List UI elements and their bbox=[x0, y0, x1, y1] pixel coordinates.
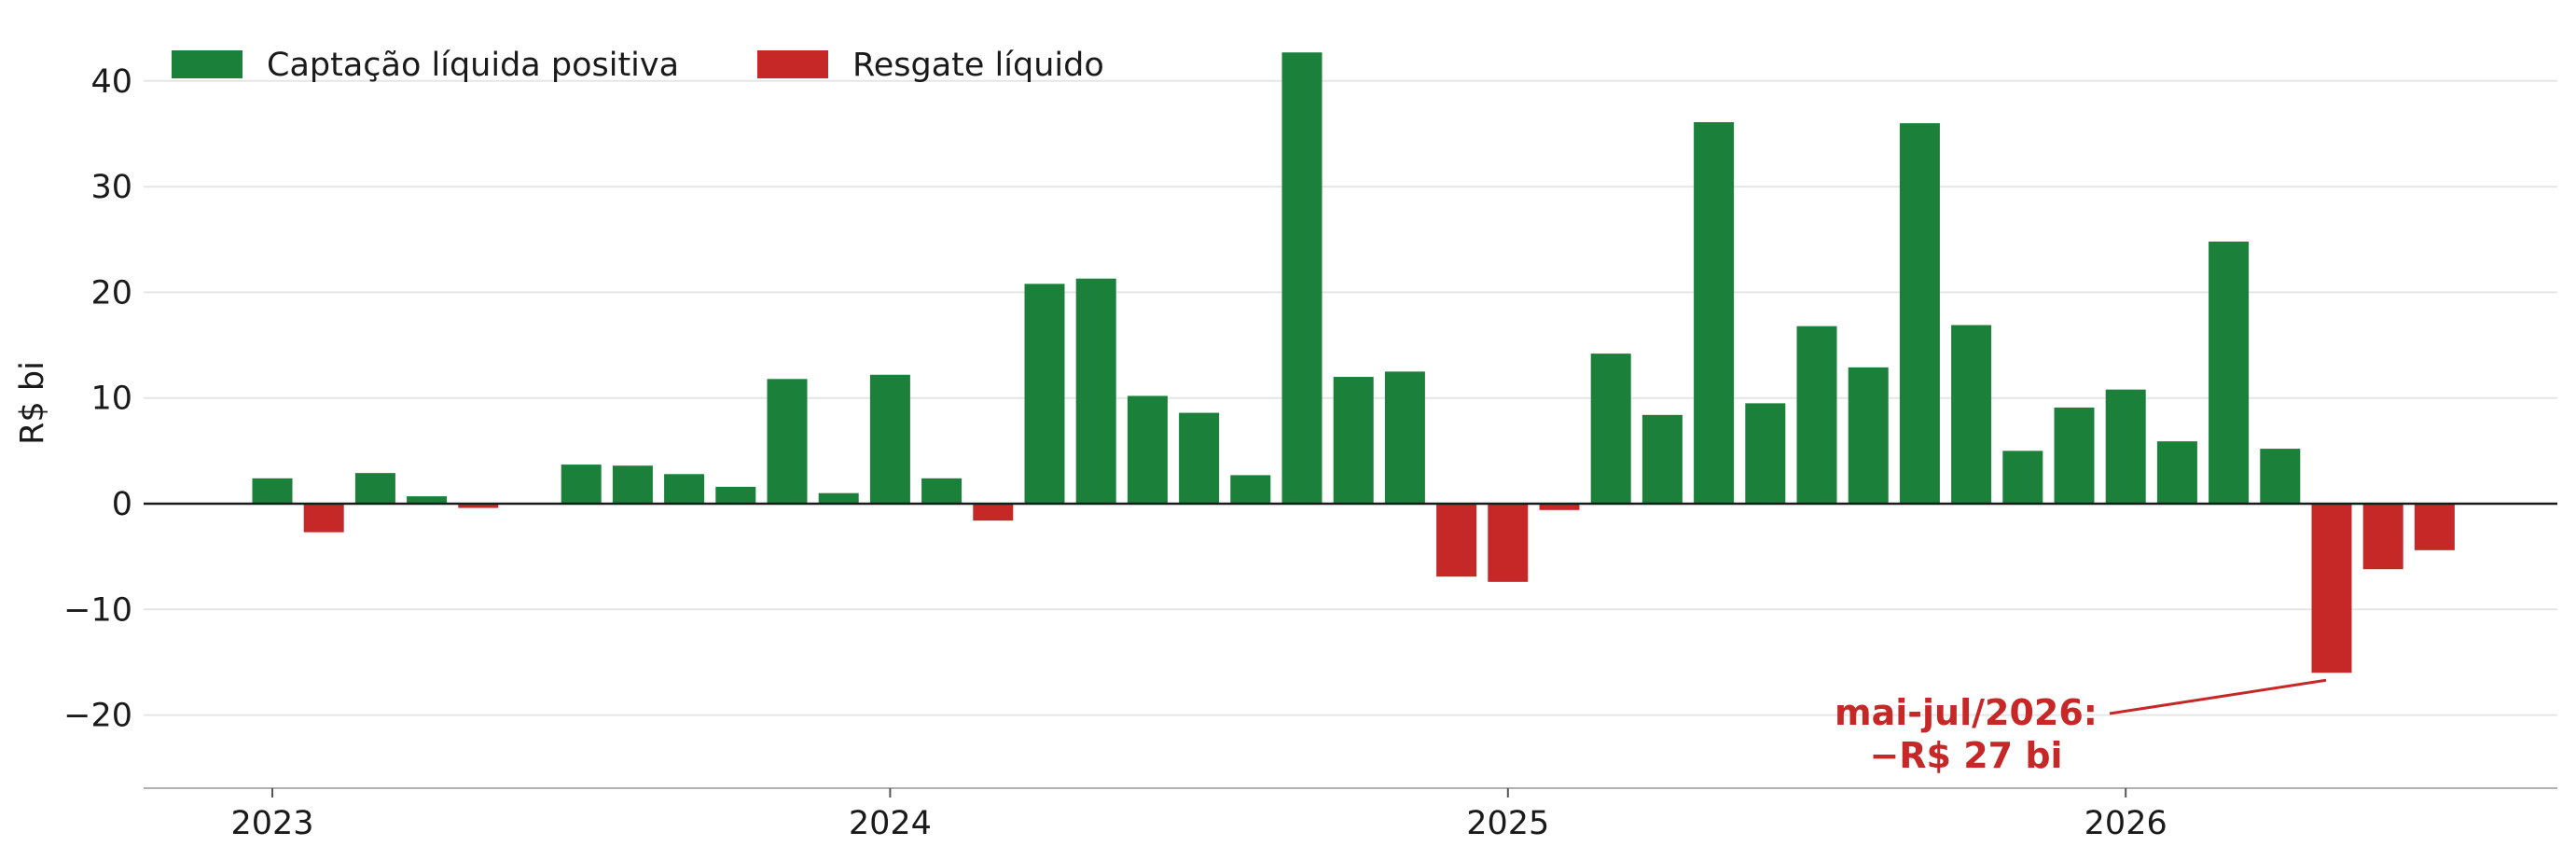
legend: Captação líquida positiva Resgate líquid… bbox=[172, 47, 1104, 84]
bar-positive bbox=[2260, 449, 2301, 504]
bar-negative bbox=[2414, 504, 2455, 550]
annotation-arrow bbox=[2109, 678, 2327, 715]
bar-positive bbox=[2105, 389, 2146, 504]
bar-positive bbox=[1796, 326, 1837, 504]
bar-positive bbox=[869, 374, 910, 504]
bar-positive bbox=[767, 379, 808, 504]
x-tick-label: 2024 bbox=[849, 805, 932, 842]
legend-label-negative: Resgate líquido bbox=[852, 47, 1104, 84]
bar-negative bbox=[1488, 504, 1529, 582]
y-axis: −20 −10 0 10 20 30 40 bbox=[63, 63, 132, 735]
y-axis-title: R$ bi bbox=[14, 361, 51, 445]
bar-negative bbox=[458, 504, 499, 508]
bar-positive bbox=[1230, 475, 1271, 504]
bar-positive bbox=[252, 478, 293, 504]
bar-positive bbox=[1641, 414, 1683, 504]
bar-negative bbox=[303, 504, 344, 533]
bar-positive bbox=[818, 492, 859, 504]
legend-label-positive: Captação líquida positiva bbox=[267, 47, 679, 84]
bar-positive bbox=[664, 474, 705, 504]
bar-negative bbox=[973, 504, 1014, 521]
bar-positive bbox=[2156, 441, 2197, 504]
bar-positive bbox=[407, 496, 448, 504]
bar-positive bbox=[2002, 451, 2043, 504]
y-tick-label: 10 bbox=[90, 381, 132, 418]
bar-positive bbox=[1179, 412, 1220, 504]
bar-positive bbox=[1384, 371, 1425, 504]
bar-positive bbox=[1127, 395, 1168, 504]
bar-positive bbox=[1024, 284, 1065, 504]
legend-swatch-negative bbox=[757, 50, 828, 78]
bar-positive bbox=[1281, 52, 1323, 505]
x-tick-label: 2023 bbox=[230, 805, 313, 842]
bar-negative bbox=[2362, 504, 2403, 570]
bar-positive bbox=[1848, 367, 1889, 504]
bar-positive bbox=[921, 478, 963, 504]
annotation-line-1: mai-jul/2026: bbox=[1835, 692, 2098, 733]
annotation-line-2: −R$ 27 bi bbox=[1869, 735, 2062, 776]
y-tick-label: −10 bbox=[63, 591, 132, 629]
x-axis: 2023 2024 2025 2026 bbox=[230, 788, 2167, 842]
y-tick-label: −20 bbox=[63, 698, 132, 735]
y-tick-label: 0 bbox=[112, 486, 132, 523]
bar-positive bbox=[1745, 403, 1786, 504]
bar-negative bbox=[1539, 504, 1580, 510]
bar-negative bbox=[1436, 504, 1477, 577]
bar-positive bbox=[1899, 123, 1940, 504]
x-tick-label: 2026 bbox=[2084, 805, 2167, 842]
y-tick-label: 40 bbox=[90, 63, 132, 101]
y-tick-label: 30 bbox=[90, 169, 132, 206]
bar-positive bbox=[1333, 377, 1374, 504]
bar-positive bbox=[1590, 354, 1631, 504]
bar-positive bbox=[561, 465, 602, 504]
y-tick-label: 20 bbox=[90, 274, 132, 312]
bar-positive bbox=[1075, 278, 1116, 504]
x-tick-label: 2025 bbox=[1466, 805, 1549, 842]
bar-positive bbox=[2209, 242, 2250, 504]
annotation: mai-jul/2026: −R$ 27 bi bbox=[1835, 678, 2327, 776]
bar-negative bbox=[2311, 504, 2352, 673]
legend-swatch-positive bbox=[172, 50, 242, 78]
bar-positive bbox=[612, 465, 653, 504]
bar-positive bbox=[1951, 325, 1992, 504]
bars bbox=[252, 52, 2455, 673]
bar-positive bbox=[2054, 407, 2095, 504]
bar-positive bbox=[715, 486, 756, 504]
bar-positive bbox=[354, 473, 395, 504]
bar-positive bbox=[1694, 121, 1735, 504]
